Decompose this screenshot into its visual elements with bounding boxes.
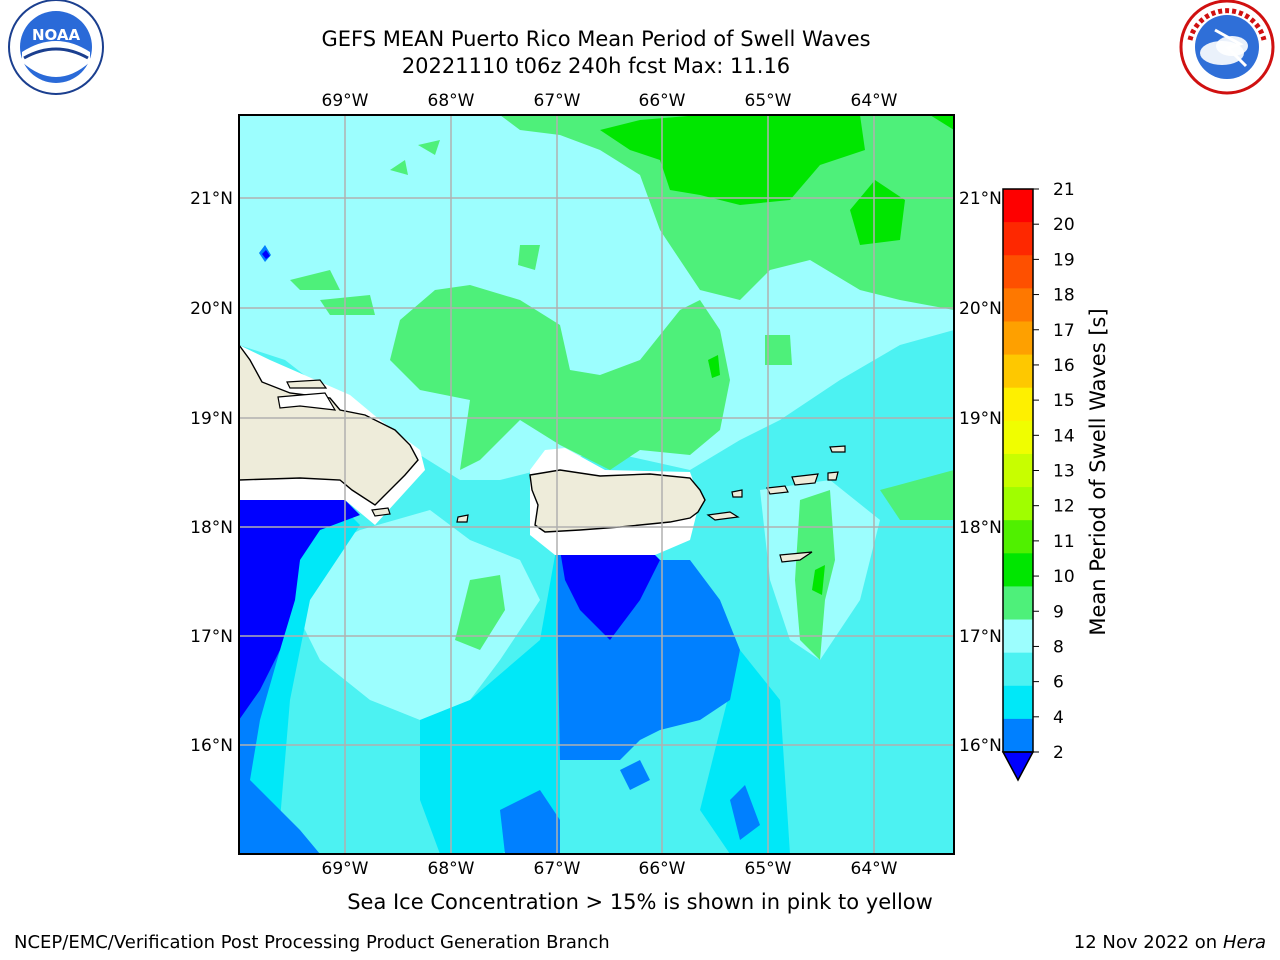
hispaniola-land [239,343,419,506]
colorbar-segment [1003,189,1033,223]
map-title: GEFS MEAN Puerto Rico Mean Period of Swe… [321,27,871,51]
nws-logo [1179,0,1275,95]
lon-label-bottom: 65°W [745,859,792,879]
swell-period-field [239,115,954,854]
lon-label-bottom: 64°W [851,859,898,879]
colorbar-segment [1003,652,1033,687]
colorbar-tick-label: 2 [1053,743,1064,763]
colorbar-tick-label: 17 [1053,321,1075,341]
field-green-north [500,115,954,310]
lat-label-right: 16°N [959,736,1002,756]
footer-date: 12 Nov 2022 on Hera [1074,932,1266,953]
lon-label-bottom: 68°W [428,859,475,879]
lon-label-bottom: 69°W [322,859,369,879]
noaa-logo: NOAA [8,0,104,95]
colorbar-segment [1003,718,1033,753]
lon-label-top: 66°W [639,91,686,111]
lon-label-bottom: 66°W [639,859,686,879]
lon-label-top: 65°W [745,91,792,111]
colorbar-segment [1003,487,1033,521]
noaa-logo-text: NOAA [32,26,81,44]
colorbar-segment [1003,420,1033,455]
colorbar-extend-arrow [1001,751,1035,782]
lat-label-left: 20°N [190,299,233,319]
footer-date-text: 12 Nov 2022 on [1073,932,1218,953]
colorbar-tick-label: 19 [1053,250,1075,270]
sea-ice-note: Sea Ice Concentration > 15% is shown in … [347,890,933,914]
colorbar-segment [1003,619,1033,654]
colorbar-segment [1003,586,1033,621]
lon-label-top: 69°W [322,91,369,111]
footer-credit: NCEP/EMC/Verification Post Processing Pr… [14,932,610,953]
colorbar-segment [1003,222,1033,256]
lat-label-right: 17°N [959,627,1002,647]
lat-label-left: 19°N [190,409,233,429]
graticule [239,115,954,854]
lat-label-right: 20°N [959,299,1002,319]
colorbar-segment [1003,255,1033,289]
colorbar-tick-label: 10 [1053,567,1075,587]
colorbar-tick-label: 11 [1053,532,1075,552]
colorbar-tick-label: 4 [1053,708,1064,728]
field-bright-green [600,115,865,205]
colorbar-segment [1003,553,1033,587]
lat-label-right: 18°N [959,518,1002,538]
colorbar-tick-label: 15 [1053,391,1075,411]
lat-label-left: 21°N [190,189,233,209]
lat-label-left: 16°N [190,736,233,756]
colorbar-tick-label: 13 [1053,462,1075,482]
colorbar-tick-label: 9 [1053,602,1064,622]
colorbar-label: Mean Period of Swell Waves [s] [1086,308,1110,635]
lon-label-bottom: 67°W [534,859,581,879]
lat-label-right: 21°N [959,189,1002,209]
colorbar-tick-label: 20 [1053,215,1075,235]
colorbar-segment [1003,387,1033,422]
colorbar-tick-label: 6 [1053,673,1064,693]
field-deep-blue [239,500,360,720]
colorbar-segment [1003,321,1033,356]
field-green-central [390,285,730,470]
footer-machine: Hera [1222,932,1266,953]
lon-label-top: 67°W [534,91,581,111]
colorbar-tick-label: 12 [1053,497,1075,517]
lon-label-top: 64°W [851,91,898,111]
lat-label-right: 19°N [959,409,1002,429]
lat-label-left: 17°N [190,627,233,647]
map-subtitle: 20221110 t06z 240h fcst Max: 11.16 [401,54,791,78]
map-frame [238,114,955,855]
colorbar-segment [1003,453,1033,488]
colorbar-tick-label: 16 [1053,356,1075,376]
colorbar-segment [1003,354,1033,389]
colorbar-tick-label: 21 [1053,180,1075,200]
colorbar-segment [1003,685,1033,720]
lat-label-left: 18°N [190,518,233,538]
colorbar-tick-label: 18 [1053,286,1075,306]
colorbar-segment [1003,288,1033,322]
colorbar-tick-label: 8 [1053,637,1064,657]
colorbar: 21 20 19 18 17 16 15 14 13 12 11 10 9 8 6 4 2 [1001,180,1075,782]
colorbar-segment [1003,520,1033,554]
lon-label-top: 68°W [428,91,475,111]
colorbar-tick-label: 14 [1053,426,1075,446]
